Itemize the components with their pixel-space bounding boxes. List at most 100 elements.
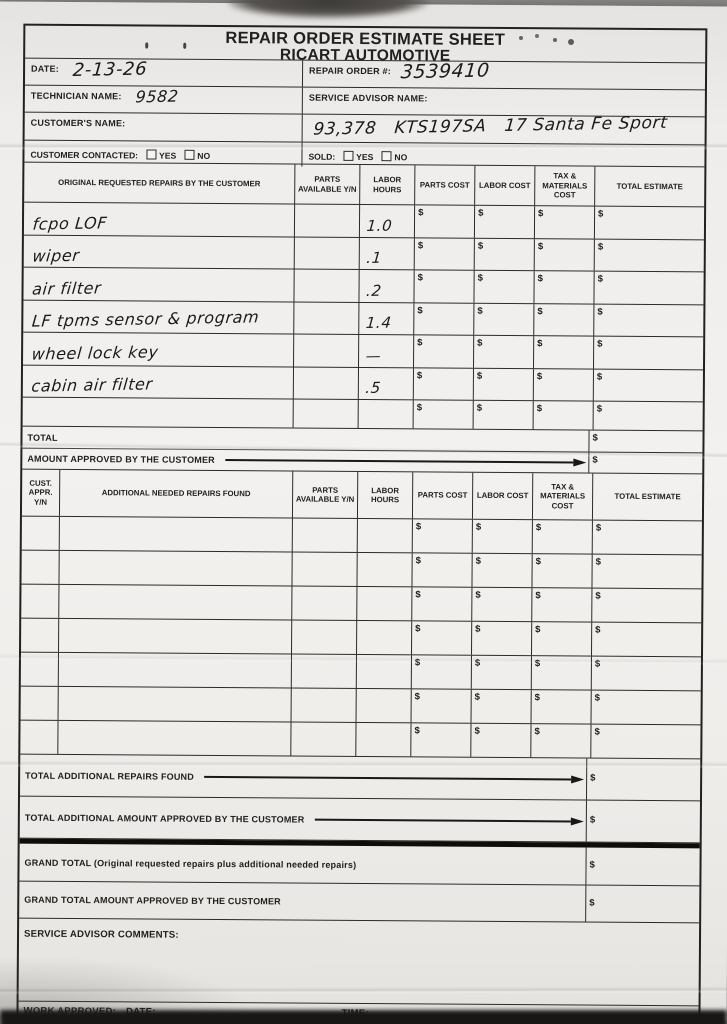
total-label: TOTAL	[27, 432, 58, 443]
date-label: DATE:	[31, 63, 59, 74]
amount-approved-label: AMOUNT APPROVED BY THE CUSTOMER	[27, 453, 215, 465]
dollar-sign: $	[597, 338, 603, 350]
dollar-sign: $	[478, 207, 484, 219]
repair-description: cabin air filter	[30, 374, 154, 396]
photo-shadow	[0, 956, 260, 1016]
col-header-labor-cost: LABOR COST	[474, 165, 535, 206]
dollar-sign: $	[536, 370, 543, 382]
grand-total-approved-row: GRAND TOTAL AMOUNT APPROVED BY THE CUSTO…	[19, 881, 700, 924]
grand-total-row: GRAND TOTAL (Original requested repairs …	[19, 843, 700, 887]
dollar-sign: $	[537, 273, 543, 285]
sold-no-label: NO	[394, 152, 408, 163]
dollar-sign: $	[537, 305, 543, 317]
photo-background-top-blob	[228, 0, 428, 18]
dollar-sign: $	[417, 304, 423, 316]
table-row: $ $ $ $	[22, 397, 703, 432]
contacted-yes-checkbox	[146, 149, 157, 160]
photo-background-bottom	[0, 1010, 727, 1024]
arrow-line	[203, 775, 572, 780]
dollar-sign: $	[597, 273, 603, 285]
dollar-sign: $	[415, 521, 422, 533]
repair-description: fcpo LOF	[31, 212, 108, 234]
col-header-total-estimate: TOTAL ESTIMATE	[591, 473, 703, 521]
dollar-sign: $	[417, 272, 423, 284]
table-row: $ $ $ $	[20, 652, 701, 692]
original-repairs-table-header: ORIGINAL REQUESTED REPAIRS BY THE CUSTOM…	[24, 162, 705, 208]
dollar-sign: $	[477, 240, 484, 252]
contacted-yes-label: YES	[159, 150, 177, 161]
col-header-cust-appr: CUST. APPR. Y/N	[28, 478, 53, 507]
total-additional-label: TOTAL ADDITIONAL REPAIRS FOUND	[25, 770, 195, 782]
repair-description: air filter	[31, 277, 103, 299]
sold-yes-checkbox	[343, 150, 354, 161]
dollar-sign: $	[595, 522, 602, 534]
dollar-sign: $	[592, 432, 598, 444]
dollar-sign: $	[417, 337, 423, 349]
col-header-original-repairs: ORIGINAL REQUESTED REPAIRS BY THE CUSTOM…	[58, 177, 261, 189]
col-header-parts-cost: PARTS COST	[414, 165, 475, 205]
repair-order-label: REPAIR ORDER #:	[309, 65, 391, 77]
repair-description: wheel lock key	[30, 341, 160, 364]
technician-handwritten-value: 9582	[134, 86, 180, 107]
labor-hours-value: .1	[365, 248, 383, 268]
sold-yes-label: YES	[356, 151, 374, 163]
dollar-sign: $	[537, 240, 544, 252]
dollar-sign: $	[535, 556, 541, 568]
total-additional-approved-row: TOTAL ADDITIONAL AMOUNT APPROVED BY THE …	[19, 796, 700, 844]
dollar-sign: $	[590, 772, 596, 784]
table-row: $ $ $ $	[20, 686, 701, 726]
dollar-sign: $	[535, 590, 541, 602]
contacted-no-checkbox	[184, 149, 195, 160]
table-row: wheel lock key — $ $ $ $	[23, 332, 704, 370]
repair-order-form: REPAIR ORDER ESTIMATE SHEET RICART AUTOM…	[16, 23, 708, 1024]
repair-order-field: REPAIR ORDER #: 3539410	[301, 60, 706, 90]
dollar-sign: $	[534, 726, 540, 738]
vehicle-info-handwritten-value: 93,378 KTS197SA 17 Santa Fe Sport	[312, 112, 669, 140]
grand-total-label: GRAND TOTAL (Original requested repairs …	[24, 857, 357, 870]
arrow-head-icon	[573, 458, 587, 467]
dollar-sign: $	[415, 589, 421, 601]
arrow-head-icon	[571, 774, 585, 784]
col-header-parts-cost: PARTS COST	[411, 472, 473, 519]
dollar-sign: $	[415, 623, 421, 635]
dollar-sign: $	[594, 726, 600, 738]
dollar-sign: $	[535, 624, 541, 636]
total-additional-approved-label: TOTAL ADDITIONAL AMOUNT APPROVED BY THE …	[24, 812, 305, 825]
labor-hours-value: —	[364, 346, 383, 365]
dollar-sign: $	[475, 623, 481, 635]
dollar-sign: $	[594, 692, 601, 704]
service-advisor-label: SERVICE ADVISOR NAME:	[308, 92, 428, 104]
dollar-sign: $	[589, 859, 595, 871]
dollar-sign: $	[415, 555, 421, 567]
dollar-sign: $	[477, 272, 483, 284]
arrow-head-icon	[570, 816, 584, 826]
dollar-sign: $	[535, 522, 542, 534]
dollar-sign: $	[414, 725, 420, 737]
table-row: fcpo LOF 1.0 $ $ $ $	[23, 202, 705, 240]
table-row: $ $ $ $	[21, 516, 702, 556]
customer-name-field: CUSTOMER'S NAME:	[25, 113, 302, 142]
customer-name-label: CUSTOMER'S NAME:	[30, 117, 126, 129]
col-header-parts-available: PARTS AVAILABLE Y/N	[291, 471, 358, 518]
col-header-labor-hours: LABOR HOURS	[359, 164, 415, 205]
dollar-sign: $	[476, 402, 483, 414]
grand-total-approved-label: GRAND TOTAL AMOUNT APPROVED BY THE CUSTO…	[24, 894, 281, 907]
dollar-sign: $	[536, 403, 543, 415]
repair-description: wiper	[31, 245, 81, 266]
labor-hours-value: 1.0	[365, 215, 394, 235]
labor-hours-value: 1.4	[365, 313, 393, 333]
arrow-line	[314, 818, 571, 822]
dollar-sign: $	[474, 691, 481, 703]
col-header-additional-repairs: ADDITIONAL NEEDED REPAIRS FOUND	[58, 469, 293, 518]
dollar-sign: $	[476, 370, 483, 382]
dollar-sign: $	[597, 241, 604, 253]
customer-contacted-label: CUSTOMER CONTACTED:	[30, 149, 139, 161]
dollar-sign: $	[417, 239, 424, 251]
additional-repairs-table-header: CUST. APPR. Y/N ADDITIONAL NEEDED REPAIR…	[21, 469, 703, 522]
total-additional-row: TOTAL ADDITIONAL REPAIRS FOUND $	[19, 754, 701, 802]
table-row: LF tpms sensor & program 1.4 $ $ $ $	[23, 300, 704, 338]
sold-no-checkbox	[381, 151, 392, 162]
date-field: DATE: 2-13-26	[25, 58, 302, 87]
